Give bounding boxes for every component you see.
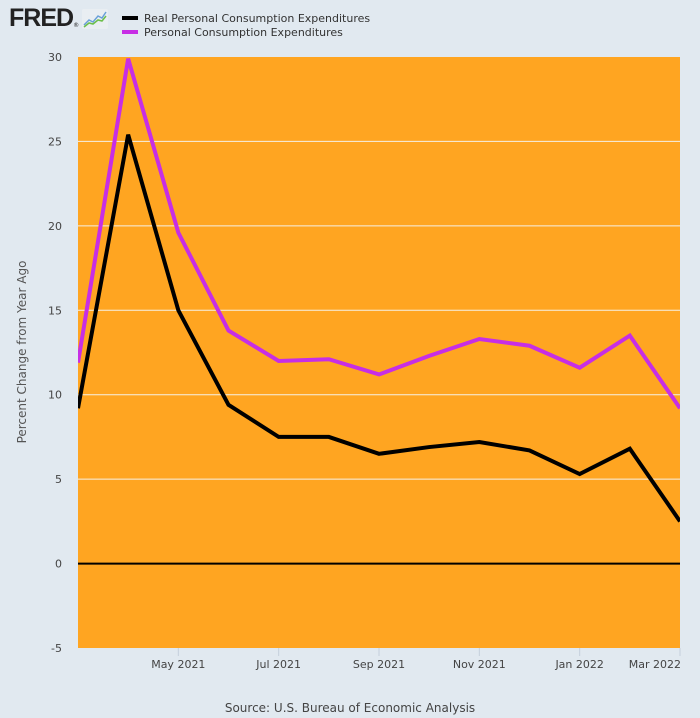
y-tick-label: 5 bbox=[55, 473, 62, 486]
data-point[interactable] bbox=[376, 371, 382, 377]
data-point[interactable] bbox=[226, 328, 232, 334]
x-axis-ticks: May 2021 Jul 2021 Sep 2021 Nov 2021 Jan 2022… bbox=[151, 648, 681, 671]
logo-text: FRED bbox=[9, 4, 74, 32]
data-point[interactable] bbox=[627, 446, 633, 452]
legend-item-real-pce[interactable]: Real Personal Consumption Expenditures bbox=[122, 11, 370, 25]
data-point[interactable] bbox=[125, 132, 131, 138]
data-point[interactable] bbox=[627, 333, 633, 339]
legend-swatch-real-pce bbox=[122, 16, 138, 20]
y-tick-label: 0 bbox=[55, 558, 62, 571]
data-point[interactable] bbox=[125, 56, 131, 62]
y-tick-label: 10 bbox=[48, 389, 62, 402]
gridlines bbox=[78, 140, 680, 565]
x-tick-label: Mar 2022 bbox=[629, 658, 681, 671]
data-point[interactable] bbox=[527, 343, 533, 349]
data-point[interactable] bbox=[175, 307, 181, 313]
y-tick-label: 30 bbox=[48, 51, 62, 64]
legend-item-pce[interactable]: Personal Consumption Expenditures bbox=[122, 25, 370, 39]
data-point[interactable] bbox=[476, 439, 482, 445]
data-point[interactable] bbox=[75, 405, 81, 411]
y-axis-ticks: -5 0 5 10 15 20 25 30 bbox=[48, 51, 62, 655]
data-point[interactable] bbox=[677, 405, 683, 411]
data-point[interactable] bbox=[276, 358, 282, 364]
data-point[interactable] bbox=[175, 230, 181, 236]
y-tick-label: -5 bbox=[51, 642, 62, 655]
data-point[interactable] bbox=[276, 434, 282, 440]
data-point[interactable] bbox=[426, 353, 432, 359]
legend-label-pce: Personal Consumption Expenditures bbox=[144, 25, 343, 39]
data-point[interactable] bbox=[326, 434, 332, 440]
y-tick-label: 20 bbox=[48, 220, 62, 233]
data-point[interactable] bbox=[476, 336, 482, 342]
series-line-real-pce[interactable] bbox=[78, 134, 680, 523]
x-tick-label: May 2021 bbox=[151, 658, 205, 671]
legend: Real Personal Consumption Expenditures P… bbox=[122, 11, 370, 39]
y-tick-label: 25 bbox=[48, 135, 62, 148]
data-point[interactable] bbox=[75, 360, 81, 366]
data-point[interactable] bbox=[677, 518, 683, 524]
source-note: Source: U.S. Bureau of Economic Analysis bbox=[224, 701, 476, 715]
line-chart-icon bbox=[82, 8, 109, 29]
series-lines bbox=[75, 56, 683, 524]
series-line-pce[interactable] bbox=[78, 58, 680, 410]
y-tick-label: 15 bbox=[48, 304, 62, 317]
fred-logo[interactable]: FRED ® bbox=[9, 4, 109, 32]
data-point[interactable] bbox=[426, 444, 432, 450]
data-point[interactable] bbox=[577, 365, 583, 371]
data-point[interactable] bbox=[226, 402, 232, 408]
x-tick-label: Sep 2021 bbox=[353, 658, 405, 671]
y-axis-label: Percent Change from Year Ago bbox=[15, 260, 29, 444]
data-point[interactable] bbox=[376, 451, 382, 457]
x-tick-label: Jan 2022 bbox=[554, 658, 603, 671]
data-point[interactable] bbox=[326, 356, 332, 362]
registered-mark: ® bbox=[73, 22, 80, 29]
data-point[interactable] bbox=[577, 471, 583, 477]
x-tick-label: Nov 2021 bbox=[453, 658, 506, 671]
plot-area bbox=[78, 57, 680, 648]
x-tick-label: Jul 2021 bbox=[255, 658, 301, 671]
legend-label-real-pce: Real Personal Consumption Expenditures bbox=[144, 11, 371, 25]
data-point[interactable] bbox=[527, 447, 533, 453]
legend-swatch-pce bbox=[122, 30, 138, 34]
